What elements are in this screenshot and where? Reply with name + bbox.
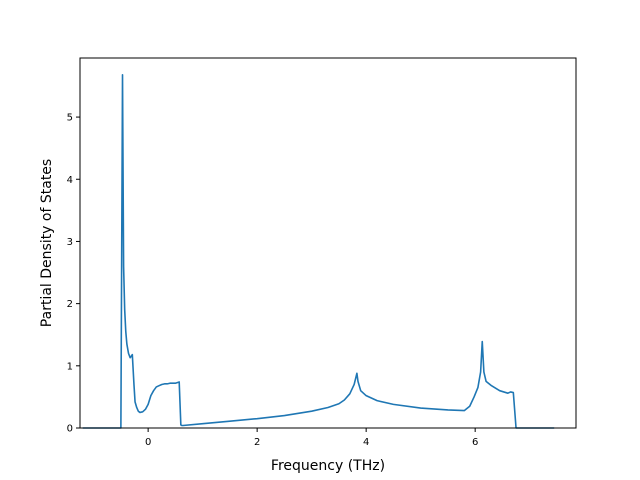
- y-tick-label: 1: [67, 361, 73, 372]
- y-tick-label: 2: [67, 299, 73, 310]
- y-tick-label: 3: [67, 237, 73, 248]
- y-axis-ticks: 0 1 2 3 4 5: [67, 113, 80, 435]
- x-tick-label: 2: [254, 437, 260, 448]
- y-axis-label: Partial Density of States: [39, 159, 55, 327]
- x-tick-label: 6: [472, 437, 478, 448]
- pdos-series-line: [82, 73, 555, 429]
- x-axis-ticks: 0 2 4 6: [145, 428, 478, 448]
- x-tick-label: 0: [145, 437, 151, 448]
- x-tick-label: 4: [363, 437, 369, 448]
- plot-area: [80, 58, 576, 428]
- y-tick-label: 0: [67, 424, 73, 435]
- plot-frame: [79, 57, 577, 429]
- x-axis-label: Frequency (THz): [271, 458, 385, 474]
- y-tick-label: 5: [67, 113, 73, 124]
- y-tick-label: 4: [67, 175, 73, 186]
